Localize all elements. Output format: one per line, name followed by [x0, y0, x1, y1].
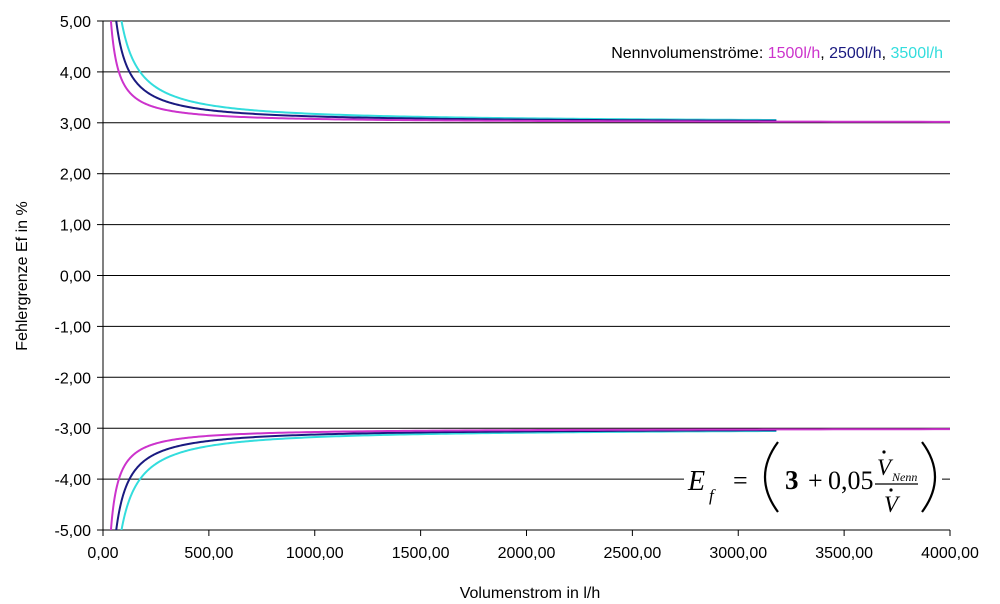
formula-coefficient: 0,05 — [828, 466, 874, 495]
formula-left-paren — [763, 441, 779, 513]
formula-right-paren — [921, 441, 937, 513]
formula-numerator-subscript: Nenn — [891, 470, 917, 484]
legend-entry-2500: 2500l/h — [829, 45, 882, 62]
x-tick-label: 4000,00 — [921, 545, 979, 562]
series-line-2500-upper — [115, 21, 777, 122]
x-tick-label: 0,00 — [87, 545, 118, 562]
x-tick-label: 3500,00 — [815, 545, 873, 562]
formula-denominator: V — [884, 492, 901, 517]
x-tick-label: 3000,00 — [709, 545, 767, 562]
x-tick-label: 2500,00 — [603, 545, 661, 562]
y-tick-label: 3,00 — [60, 116, 91, 133]
y-axis-title: Fehlergrenze Ef in % — [14, 201, 31, 350]
series-line-2500-lower — [115, 429, 777, 530]
y-tick-label: 5,00 — [60, 14, 91, 31]
legend-prefix: Nennvolumenströme: — [611, 45, 768, 62]
x-tick-label: 1500,00 — [392, 545, 450, 562]
formula-lhs: E — [687, 466, 705, 497]
x-tick-label: 2000,00 — [498, 545, 556, 562]
y-tick-labels: 5,00 4,00 3,00 2,00 1,00 0,00 -1,00 -2,00 -3,00 -… — [55, 14, 92, 540]
formula-dot-denominator — [889, 488, 893, 492]
y-tick-label: -2,00 — [55, 370, 92, 387]
y-tick-label: -3,00 — [55, 421, 92, 438]
x-tick-label: 1000,00 — [286, 545, 344, 562]
y-tick-label: -1,00 — [55, 319, 92, 336]
axes — [97, 20, 951, 536]
y-tick-label: 1,00 — [60, 218, 91, 235]
series-line-3500-lower — [120, 430, 777, 530]
formula-equals: = — [733, 466, 748, 495]
series-line-1500-upper — [109, 21, 950, 123]
series-line-3500-upper — [120, 21, 777, 121]
y-tick-label: 2,00 — [60, 167, 91, 184]
formula-numerator: V — [877, 455, 894, 480]
y-tick-label: 0,00 — [60, 269, 91, 286]
y-tick-label: -4,00 — [55, 472, 92, 489]
legend-entry-1500: 1500l/h — [768, 45, 821, 62]
formula-plus: + — [808, 466, 823, 495]
series-lines — [109, 21, 950, 530]
x-axis-title: Volumenstrom in l/h — [460, 585, 601, 602]
formula-dot-numerator — [882, 450, 886, 454]
series-line-1500-lower — [109, 428, 950, 530]
y-tick-label: -5,00 — [55, 523, 92, 540]
x-tick-label: 500,00 — [184, 545, 233, 562]
formula-constant: 3 — [785, 465, 799, 495]
formula: E f = 3 + 0,05 V Nenn V — [684, 433, 942, 519]
formula-lhs-subscript: f — [709, 486, 716, 505]
x-tick-labels: 0,00 500,00 1000,00 1500,00 2000,00 2500,00 30… — [87, 545, 979, 562]
legend-separator: , — [820, 45, 829, 62]
y-tick-label: 4,00 — [60, 65, 91, 82]
legend: Nennvolumenströme: 1500l/h, 2500l/h, 350… — [611, 45, 943, 62]
legend-separator: , — [882, 45, 891, 62]
legend-entry-3500: 3500l/h — [891, 45, 944, 62]
